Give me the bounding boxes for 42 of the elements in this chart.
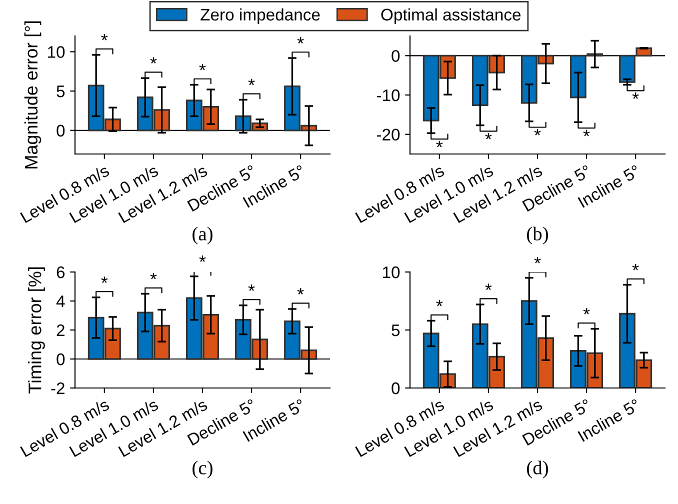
annotation: * bbox=[297, 288, 304, 295]
annotation: * bbox=[101, 276, 108, 283]
y-tick-label: -10 bbox=[376, 89, 400, 102]
y-tick-label: 4 bbox=[56, 296, 65, 308]
legend-label: Optimal assistance bbox=[381, 8, 521, 24]
annotation: * bbox=[534, 129, 541, 136]
y-tick-label: 2 bbox=[56, 324, 64, 336]
annotation: * bbox=[583, 130, 590, 136]
y-tick-label: 0 bbox=[56, 353, 65, 366]
x-axis-title: (a) bbox=[192, 226, 212, 244]
y-tick-label: -20 bbox=[376, 128, 400, 141]
text: * bbox=[534, 256, 541, 264]
y-tick-label: 10 bbox=[48, 46, 65, 58]
y-tick-label: 6 bbox=[56, 266, 65, 278]
annotation: * bbox=[248, 78, 255, 86]
y-tick-label: 10 bbox=[383, 266, 400, 278]
annotation: * bbox=[485, 284, 492, 290]
annotation: * bbox=[150, 272, 157, 280]
y-tick-label: 0 bbox=[392, 382, 400, 394]
y-axis-title: Magnitude error [°] bbox=[24, 21, 42, 168]
x-axis-title: (d) bbox=[527, 460, 548, 478]
annotation: * bbox=[297, 37, 304, 44]
legend-label: Zero impedance bbox=[200, 8, 320, 24]
y-tick-label: 0 bbox=[392, 50, 400, 62]
y-tick-label: 5 bbox=[392, 324, 400, 336]
annotation: * bbox=[583, 308, 590, 314]
annotation: * bbox=[199, 64, 206, 70]
annotation: * bbox=[101, 34, 108, 40]
y-tick-label: 0 bbox=[56, 124, 65, 137]
x-axis-title: (b) bbox=[527, 226, 548, 244]
text: * bbox=[632, 264, 639, 270]
y-tick-label: -2 bbox=[51, 382, 64, 394]
annotation: * bbox=[632, 92, 639, 99]
annotation: * bbox=[150, 57, 157, 64]
annotation: * bbox=[248, 284, 255, 291]
annotation: * bbox=[436, 300, 443, 306]
annotation: * bbox=[436, 140, 443, 148]
y-axis-title: Timing error [%] bbox=[28, 267, 45, 394]
y-tick-label: 5 bbox=[56, 86, 65, 98]
annotation: * bbox=[485, 133, 492, 140]
text: * bbox=[199, 256, 206, 262]
x-axis-title: (c) bbox=[192, 460, 212, 478]
